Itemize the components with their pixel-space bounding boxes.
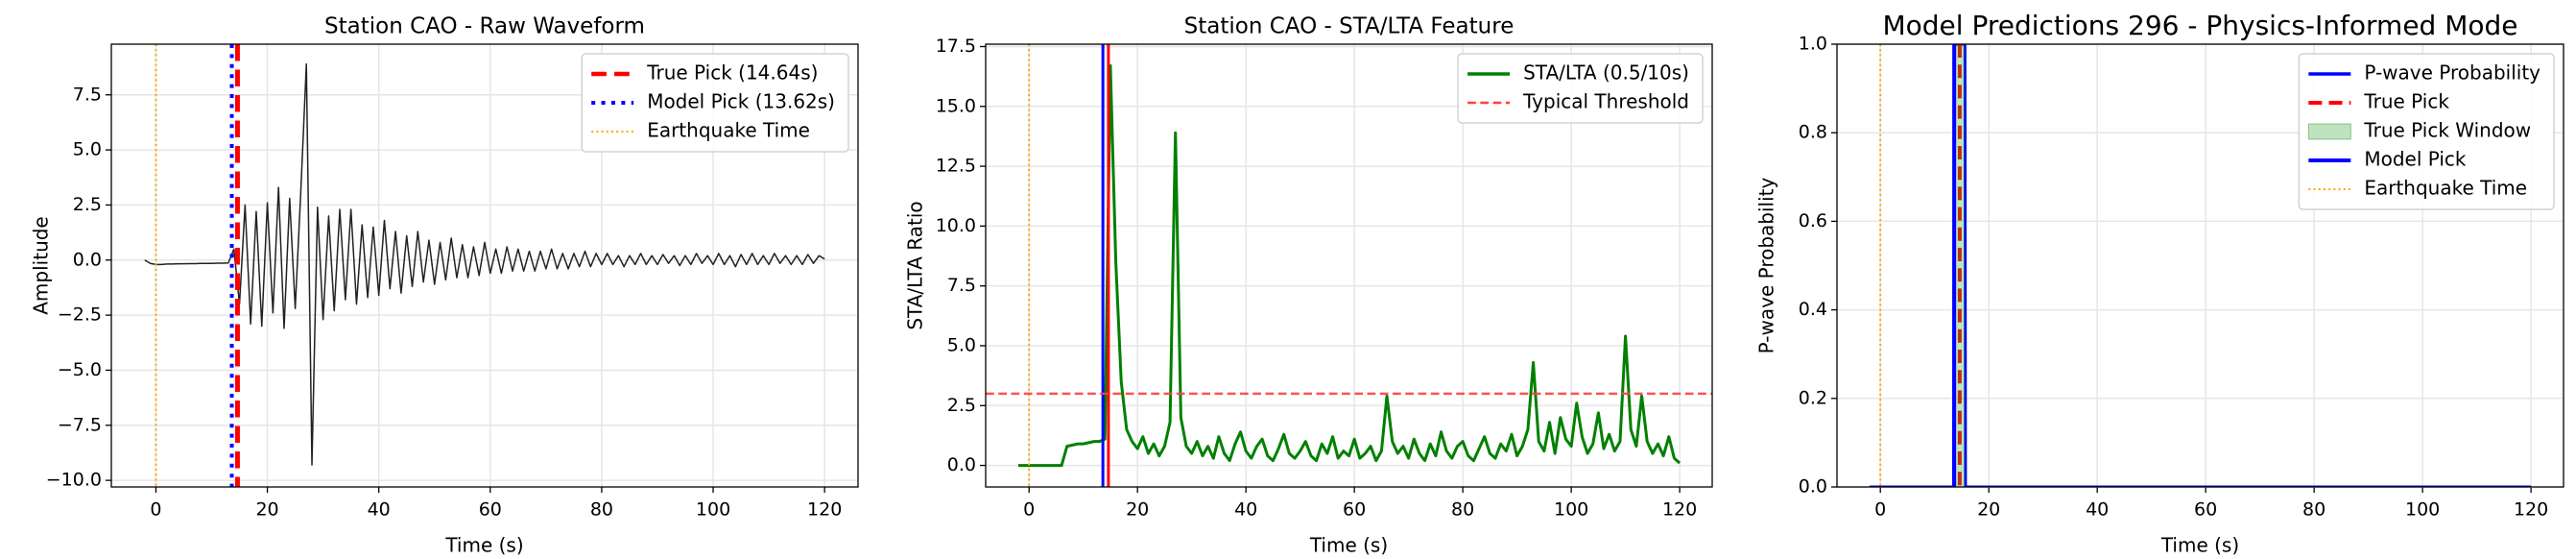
- y-tick-label: 2.5: [73, 194, 102, 215]
- x-tick-label: 0: [1874, 499, 1886, 521]
- x-tick-label: 80: [2302, 499, 2326, 521]
- y-tick-label: 17.5: [936, 36, 976, 57]
- x-tick-label: 40: [2086, 499, 2109, 521]
- x-tick-label: 20: [255, 499, 278, 521]
- legend-key: [2307, 123, 2351, 140]
- legend-label: Earthquake Time: [647, 119, 810, 142]
- y-tick-label: 7.5: [73, 84, 102, 105]
- y-tick-label: −7.5: [58, 414, 102, 435]
- y-tick-label: 0.0: [1799, 476, 1827, 498]
- y-tick-label: 1.0: [1799, 34, 1827, 55]
- plot-area: [1869, 44, 2532, 487]
- legend-label: True Pick: [2363, 90, 2449, 113]
- axes-frame: [985, 43, 1713, 488]
- legend-label: Model Pick (13.62s): [647, 90, 835, 113]
- x-tick-label: 40: [368, 499, 391, 521]
- x-tick-label: 60: [479, 499, 502, 521]
- y-axis-label: P-wave Probability: [1755, 178, 1778, 354]
- legend-box: [1457, 53, 1704, 124]
- legend-label: P-wave Probability: [2364, 61, 2540, 85]
- panel: Model Predictions 296 - Physics-Informed…: [1755, 10, 2564, 557]
- y-tick-label: 5.0: [73, 139, 102, 160]
- chart-title: Model Predictions 296 - Physics-Informed…: [1882, 10, 2517, 41]
- y-tick-label: 2.5: [947, 395, 976, 416]
- y-tick-label: 10.0: [936, 215, 976, 236]
- y-tick-label: −2.5: [58, 304, 102, 326]
- x-axis-label: Time (s): [2160, 534, 2239, 557]
- x-axis-label: Time (s): [1309, 534, 1388, 557]
- series-line: [1017, 63, 1682, 468]
- y-tick-label: 0.4: [1799, 299, 1827, 320]
- y-axis-label: STA/LTA Ratio: [904, 201, 927, 329]
- x-tick-label: 100: [1554, 499, 1588, 521]
- x-tick-label: 80: [1451, 499, 1474, 521]
- plot-area: [986, 44, 1712, 487]
- y-tick-label: 0.0: [73, 249, 102, 270]
- y-tick-label: 0.8: [1799, 122, 1827, 143]
- series-line: [144, 62, 825, 466]
- x-tick-label: 0: [1023, 499, 1035, 521]
- legend-label: STA/LTA (0.5/10s): [1523, 61, 1689, 85]
- x-tick-label: 120: [807, 499, 842, 521]
- axes-frame: [110, 43, 859, 488]
- y-tick-label: 0.0: [947, 454, 976, 475]
- x-tick-label: 100: [696, 499, 730, 521]
- y-tick-label: 7.5: [947, 275, 976, 296]
- y-tick-label: 0.2: [1799, 387, 1827, 408]
- x-tick-label: 60: [2194, 499, 2217, 521]
- legend-label: True Pick (14.64s): [646, 61, 818, 85]
- legend-box: [2298, 53, 2555, 210]
- x-tick-label: 100: [2405, 499, 2440, 521]
- legend-label: Earthquake Time: [2364, 177, 2527, 200]
- legend-label: Typical Threshold: [1522, 90, 1689, 113]
- legend-label: True Pick Window: [2363, 119, 2531, 142]
- x-tick-label: 120: [1662, 499, 1697, 521]
- panel: Station CAO - STA/LTA Feature Time (s) STA…: [904, 14, 1713, 557]
- span: [1954, 44, 1966, 487]
- x-tick-label: 40: [1234, 499, 1257, 521]
- x-tick-label: 60: [1343, 499, 1366, 521]
- y-tick-label: 5.0: [947, 334, 976, 355]
- plot-area: [144, 44, 825, 487]
- x-tick-label: 0: [150, 499, 161, 521]
- x-axis-label: Time (s): [444, 534, 523, 557]
- x-tick-label: 120: [2514, 499, 2548, 521]
- panel: Station CAO - Raw Waveform Time (s) Amplit…: [30, 14, 859, 557]
- legend: STA/LTA (0.5/10s) Typical Threshold: [1457, 53, 1704, 124]
- x-tick-label: 20: [1977, 499, 2000, 521]
- x-tick-label: 20: [1126, 499, 1149, 521]
- x-tick-label: 80: [590, 499, 613, 521]
- legend: P-wave Probability True Pick True Pick Win…: [2298, 53, 2555, 210]
- y-tick-label: −5.0: [58, 359, 102, 380]
- chart-title: Station CAO - STA/LTA Feature: [1184, 14, 1515, 39]
- y-tick-label: −10.0: [46, 470, 102, 491]
- chart-title: Station CAO - Raw Waveform: [324, 14, 645, 39]
- axes-frame: [1836, 43, 2564, 488]
- legend: True Pick (14.64s) Model Pick (13.62s) Ear…: [581, 53, 849, 153]
- y-tick-label: 12.5: [936, 156, 976, 177]
- legend-label: Model Pick: [2364, 148, 2467, 171]
- y-tick-label: 15.0: [936, 95, 976, 116]
- legend-box: [581, 53, 849, 153]
- y-tick-label: 0.6: [1799, 210, 1827, 231]
- y-axis-label: Amplitude: [30, 216, 53, 315]
